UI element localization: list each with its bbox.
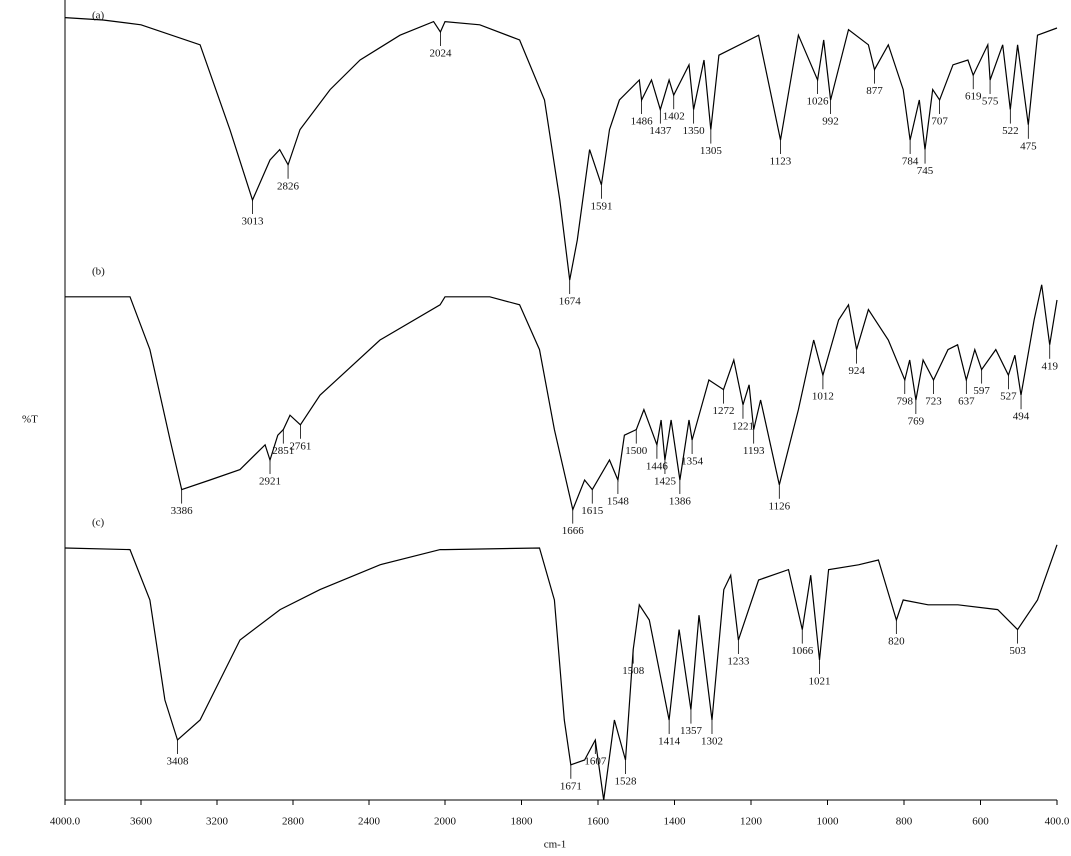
peak-label: 1026 [807,96,830,108]
peak-label: 1671 [560,780,582,792]
peak-label: 924 [848,365,865,377]
peak-label: 1305 [700,145,723,157]
x-tick-label: 2800 [282,816,305,828]
peak-label: 522 [1002,125,1019,137]
peak-label: 1666 [562,525,585,537]
peak-label: 1357 [680,725,703,737]
chart: %T cm-1 4000.0 3600 3200 2800 2400 2000 1800 16… [0,0,1071,856]
peak-label: 1126 [769,500,791,512]
x-tick-label: 1800 [511,816,534,828]
peak-label: 820 [888,636,905,648]
peak-label: 1123 [770,156,792,168]
spectrum-line [65,545,1057,800]
x-tick-label: 4000.0 [50,816,81,828]
peak-label: 1528 [615,776,638,788]
peak-label: 1272 [712,405,734,417]
spectrum-line [65,18,1057,280]
x-tick-label: 1000 [817,816,840,828]
peak-label: 1414 [658,736,681,748]
peak-label: 419 [1041,360,1058,372]
peak-label: 1437 [649,125,672,137]
peak-label: 2921 [259,476,281,488]
peak-label: 2826 [277,180,300,192]
peak-label: 2024 [429,48,452,60]
peak-label: 1193 [743,445,765,457]
x-tick-label: 800 [896,816,913,828]
x-tick-label: 1200 [740,816,763,828]
x-tick-label: 2000 [434,816,457,828]
peak-label: 3408 [166,756,189,768]
peak-label: 637 [958,396,975,408]
x-tick-label: 400.0 [1045,816,1070,828]
peak-label: 1615 [581,505,604,517]
x-tick-label: 1600 [587,816,610,828]
peak-label: 1350 [683,125,706,137]
peak-label: 769 [908,416,925,428]
peak-label: 1386 [669,496,692,508]
peak-label: 3386 [171,505,194,517]
peak-label: 1021 [808,676,830,688]
x-axis-label: cm-1 [544,839,567,851]
peak-label: 1674 [559,296,582,308]
peak-label: 877 [866,85,883,97]
peak-label: 992 [822,116,839,128]
series-label: (c) [92,517,105,529]
peak-label: 527 [1000,391,1017,403]
x-tick-label: 600 [972,816,989,828]
peak-label: 1425 [654,476,677,488]
peak-label: 1354 [681,456,704,468]
x-tick-label: 3600 [130,816,153,828]
peak-label: 3013 [242,216,265,228]
peak-label: 1500 [625,445,648,457]
peak-label: 2761 [289,440,311,452]
peak-label: 503 [1009,645,1026,657]
peak-label: 1012 [812,391,834,403]
peak-label: 619 [965,91,982,103]
peak-label: 1607 [584,756,607,768]
peak-label: 475 [1020,140,1037,152]
x-tick-label: 3200 [206,816,229,828]
peak-label: 745 [917,165,934,177]
peak-label: 1591 [590,200,612,212]
peak-label: 1221 [732,420,754,432]
page: %T cm-1 4000.0 3600 3200 2800 2400 2000 1800 16… [0,0,1071,856]
peak-label: 723 [925,396,942,408]
y-axis-label: %T [22,414,38,426]
peak-label: 494 [1013,411,1030,423]
series-label: (a) [92,10,105,22]
x-tick-label: 2400 [358,816,381,828]
peak-label: 1302 [701,736,723,748]
series-label: (b) [92,265,105,277]
peak-label: 1402 [663,111,685,123]
peak-label: 1066 [791,645,814,657]
x-tick-label: 1400 [664,816,687,828]
peak-label: 1548 [607,496,630,508]
peak-label: 575 [982,96,999,108]
peak-label: 1233 [727,656,750,668]
peak-label: 597 [973,385,990,397]
peak-label: 798 [897,396,914,408]
peak-label: 707 [931,116,948,128]
peak-label: 1508 [622,665,645,677]
